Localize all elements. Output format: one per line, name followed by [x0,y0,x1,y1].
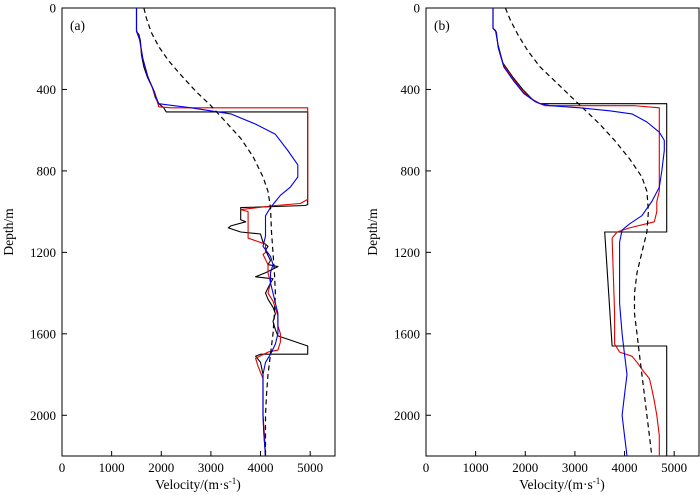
panel-b-series-initial-model-line [504,7,653,457]
panel-b-x-tick-label: 5000 [661,460,687,475]
panel-b-series-true-model-line [492,8,668,456]
panel-a-y-tick-label: 800 [37,163,57,178]
panel-a-label: (a) [70,18,85,33]
panel-a-series-inversion-blue-line [135,8,299,457]
panel-b-x-axis-title: Velocity/(m·s-1) [519,476,605,492]
panel-a-y-tick-label: 0 [50,1,57,16]
panel-b-y-tick-label: 800 [401,163,421,178]
panel-a-y-tick-label: 1600 [30,326,56,341]
panel-b: (b) 0 1000 2000 3000 4000 5000 0 400 800 1200 160… [365,1,700,492]
panel-a-frame [61,7,336,457]
panel-b-x-tick-label: 2000 [512,460,538,475]
panel-a-x-tick-label: 0 [59,460,66,475]
panel-a-y-axis-title: Depth/m [1,208,16,256]
panel-b-y-ticks: 0 400 800 1200 1600 2000 [394,1,431,423]
panel-a-series-true-model-line [135,8,309,457]
panel-b-series-inversion-red-line [492,8,660,456]
panel-b-x-tick-label: 4000 [612,460,638,475]
panel-b-x-ticks: 0 1000 2000 3000 4000 5000 [423,451,687,475]
panel-a-x-tick-label: 4000 [248,460,274,475]
panel-a-x-axis-title: Velocity/(m·s-1) [155,476,241,492]
panel-a-series [135,7,309,457]
panel-b-label: (b) [434,18,450,33]
panel-b-y-tick-label: 400 [401,82,421,97]
panel-b-series [492,7,668,457]
panel-a-y-tick-label: 1200 [30,245,56,260]
panel-b-y-tick-label: 1600 [394,326,420,341]
panel-b-x-tick-label: 1000 [463,460,489,475]
panel-b-y-tick-label: 1200 [394,245,420,260]
panel-a-y-ticks: 0 400 800 1200 1600 2000 [30,1,67,423]
panel-a-series-initial-model-line [143,7,276,456]
panel-a-x-ticks: 0 1000 2000 3000 4000 5000 [59,451,323,475]
panel-a-x-tick-label: 2000 [148,460,174,475]
panel-b-y-axis-title: Depth/m [365,208,380,256]
panel-b-x-tick-label: 0 [423,460,430,475]
panel-a-x-tick-label: 1000 [99,460,125,475]
panel-b-frame [425,7,700,457]
panel-b-y-tick-label: 0 [414,1,421,16]
panel-a: (a) 0 1000 2000 3000 4000 5000 0 400 800 1200 160… [1,1,336,492]
panel-b-y-tick-label: 2000 [394,408,420,423]
panel-a-y-tick-label: 2000 [30,408,56,423]
panel-b-x-tick-label: 3000 [562,460,588,475]
panel-a-y-tick-label: 400 [37,82,57,97]
panel-a-x-tick-label: 5000 [297,460,323,475]
panel-b-series-inversion-blue-line [492,8,665,457]
panel-a-series-inversion-red-line [135,8,309,457]
panel-a-x-tick-label: 3000 [198,460,224,475]
